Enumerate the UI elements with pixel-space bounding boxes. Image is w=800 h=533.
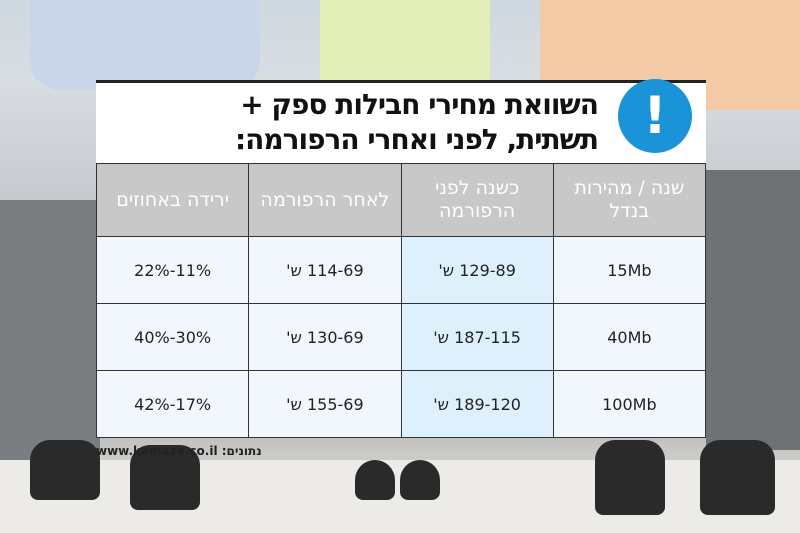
background-photo [30,0,260,90]
exclamation-icon: ! [618,79,692,153]
cell-decrease: 42%-17% [95,370,250,438]
shoe [595,440,665,515]
title-line-2: תשתית, לפני ואחרי הרפורמה: [234,123,599,156]
table-row: 40Mb 187-115 ש' 130-69 ש' 40%-30% [95,303,707,371]
background-floor [0,460,800,533]
cell-before: 189-120 ש' [400,370,554,438]
shoe [130,445,200,510]
background-photo [0,200,100,460]
price-table: שנה / מהירות בנדל כשנה לפני הרפורמה לאחר… [95,163,707,438]
background-photo [706,170,800,450]
cell-after: 155-69 ש' [248,370,402,438]
page-title: השוואת מחירי חבילות ספק + תשתית, לפני וא… [234,87,599,157]
shoe [400,460,440,500]
source-credit: נתונים: www.kamaze.co.il [96,444,262,458]
table-row: 15Mb 129-89 ש' 114-69 ש' 22%-11% [95,236,707,304]
source-label: נתונים: [221,444,262,458]
cell-speed: 100Mb [552,370,707,438]
cell-speed: 40Mb [552,303,707,371]
shoe [700,440,775,515]
cell-before: 187-115 ש' [400,303,554,371]
header-decrease: ירידה באחוזים [95,163,250,237]
shoe [30,440,100,500]
header-speed: שנה / מהירות בנדל [552,163,707,237]
cell-speed: 15Mb [552,236,707,304]
table-header-row: שנה / מהירות בנדל כשנה לפני הרפורמה לאחר… [95,163,707,237]
title-band: השוואת מחירי חבילות ספק + תשתית, לפני וא… [96,79,706,163]
shoe [355,460,395,500]
table-row: 100Mb 189-120 ש' 155-69 ש' 42%-17% [95,370,707,438]
title-line-1: השוואת מחירי חבילות ספק + [240,88,599,121]
header-before: כשנה לפני הרפורמה [400,163,554,237]
background-photo [320,0,490,80]
header-after: לאחר הרפורמה [248,163,402,237]
cell-after: 114-69 ש' [248,236,402,304]
cell-before: 129-89 ש' [400,236,554,304]
source-url: www.kamaze.co.il [96,444,218,458]
cell-decrease: 22%-11% [95,236,250,304]
price-comparison-panel: השוואת מחירי חבילות ספק + תשתית, לפני וא… [95,79,707,438]
cell-decrease: 40%-30% [95,303,250,371]
cell-after: 130-69 ש' [248,303,402,371]
